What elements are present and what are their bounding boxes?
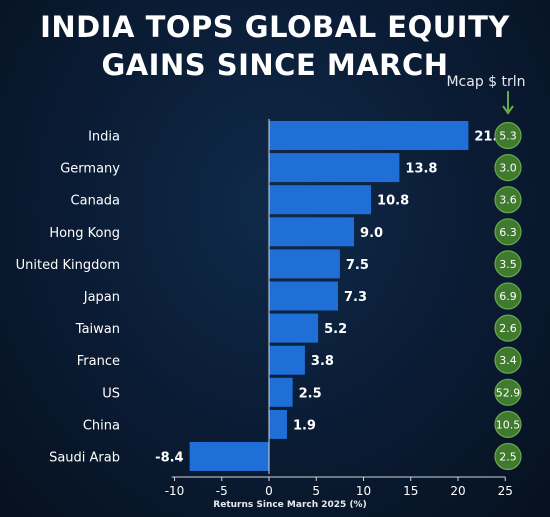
data-label: 9.0 bbox=[360, 226, 383, 241]
mcap-value: 5.3 bbox=[499, 130, 517, 143]
x-tick-label: 10 bbox=[356, 484, 371, 498]
mcap-circle bbox=[494, 410, 522, 438]
bar bbox=[269, 281, 338, 311]
mcap-circle bbox=[494, 378, 522, 406]
bar bbox=[269, 377, 293, 407]
mcap-circle bbox=[494, 218, 522, 246]
mcap-circle bbox=[494, 346, 522, 374]
mcap-value: 52.9 bbox=[496, 386, 521, 399]
data-label: 7.5 bbox=[346, 258, 369, 273]
data-label: 1.9 bbox=[293, 418, 316, 433]
mcap-value: 3.4 bbox=[499, 354, 517, 367]
x-tick-label: 20 bbox=[450, 484, 465, 498]
category-label: Hong Kong bbox=[49, 226, 120, 241]
x-axis-label: Returns Since March 2025 (%) bbox=[213, 500, 367, 510]
category-label: Taiwan bbox=[75, 322, 120, 337]
mcap-circle bbox=[494, 250, 522, 278]
data-label: 13.8 bbox=[405, 162, 437, 177]
data-label: 10.8 bbox=[377, 194, 409, 209]
category-label: US bbox=[102, 386, 120, 401]
bar bbox=[269, 249, 340, 279]
category-label: United Kingdom bbox=[16, 258, 120, 273]
mcap-value: 10.5 bbox=[496, 418, 521, 431]
bar bbox=[269, 409, 287, 439]
mcap-value: 3.5 bbox=[499, 258, 517, 271]
mcap-value: 2.5 bbox=[499, 451, 517, 464]
mcap-circle bbox=[494, 314, 522, 342]
bar bbox=[269, 121, 469, 150]
down-arrow-icon bbox=[502, 91, 514, 115]
x-tick-label: -5 bbox=[216, 484, 228, 498]
mcap-circle bbox=[494, 186, 522, 214]
category-label: India bbox=[88, 130, 120, 145]
mcap-header: Mcap $ trln bbox=[446, 74, 526, 90]
category-label: France bbox=[77, 354, 120, 369]
mcap-value: 6.9 bbox=[499, 290, 517, 303]
bar bbox=[189, 442, 269, 471]
category-label: Canada bbox=[71, 194, 120, 209]
bar bbox=[269, 185, 372, 215]
mcap-circle bbox=[494, 121, 522, 150]
mcap-value: 3.0 bbox=[499, 162, 517, 175]
x-tick-label: 5 bbox=[312, 484, 320, 498]
bar bbox=[269, 153, 400, 183]
title-line-2: GAINS SINCE MARCH bbox=[101, 48, 449, 82]
mcap-circle bbox=[494, 154, 522, 182]
data-label: 3.8 bbox=[311, 354, 334, 369]
data-label: 5.2 bbox=[324, 322, 347, 337]
data-label: -8.4 bbox=[155, 451, 183, 466]
x-tick-label: 0 bbox=[265, 484, 273, 498]
x-tick-label: 25 bbox=[498, 484, 513, 498]
mcap-circle bbox=[494, 282, 522, 310]
category-label: Germany bbox=[60, 162, 120, 177]
mcap-value: 2.6 bbox=[499, 322, 517, 335]
mcap-value: 3.6 bbox=[499, 194, 517, 207]
x-tick-label: 15 bbox=[403, 484, 418, 498]
title-line-1: INDIA TOPS GLOBAL EQUITY bbox=[40, 10, 510, 44]
chart-title: INDIA TOPS GLOBAL EQUITY GAINS SINCE MAR… bbox=[0, 8, 550, 84]
bar bbox=[269, 345, 305, 375]
bar bbox=[269, 313, 319, 343]
bar bbox=[269, 217, 355, 247]
data-label: 2.5 bbox=[299, 386, 322, 401]
data-label: 7.3 bbox=[344, 290, 367, 305]
mcap-value: 6.3 bbox=[499, 226, 517, 239]
x-tick-label: -10 bbox=[165, 484, 185, 498]
category-label: China bbox=[83, 418, 120, 433]
mcap-circle bbox=[494, 442, 522, 471]
category-label: Japan bbox=[83, 290, 120, 305]
category-label: Saudi Arab bbox=[49, 451, 120, 466]
